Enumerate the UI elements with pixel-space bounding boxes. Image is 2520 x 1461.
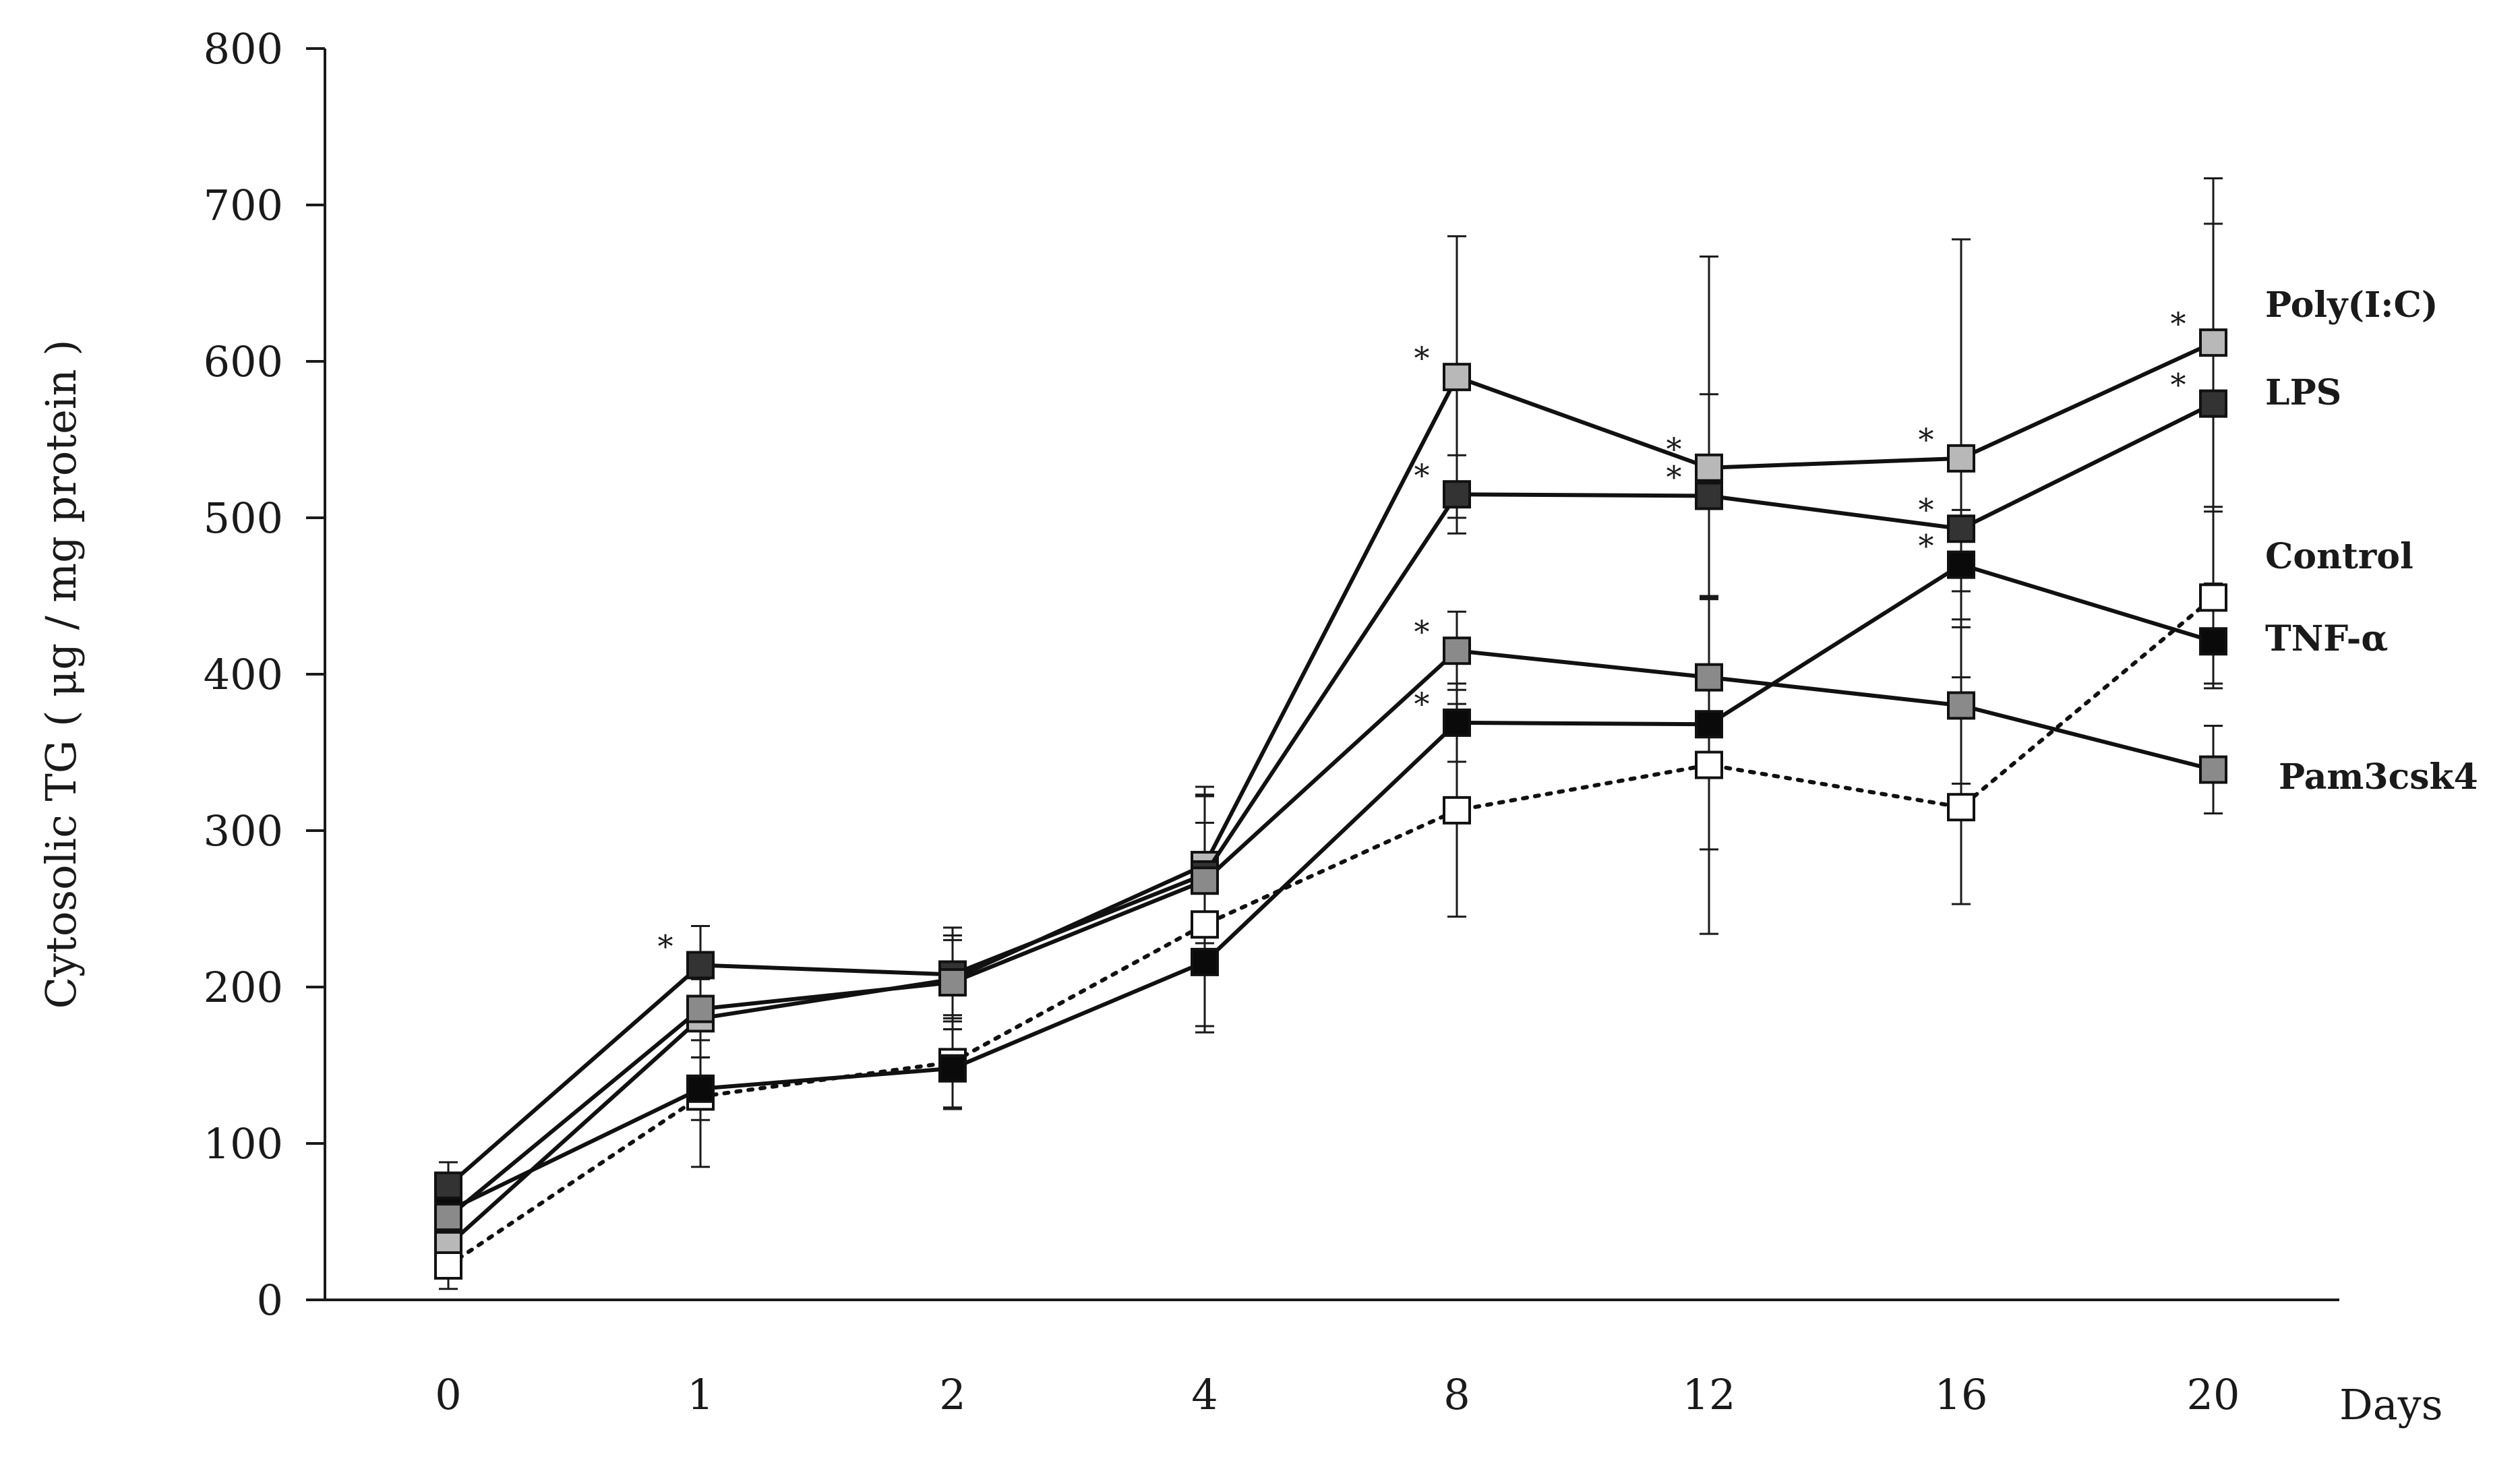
- data-point: [1191, 947, 1219, 976]
- series-line: [447, 401, 2215, 1187]
- series-label: Poly(I:C): [2265, 285, 2438, 326]
- x-tick-label: 12: [1683, 1370, 1736, 1419]
- x-tick-label: 4: [1191, 1370, 1218, 1419]
- x-tick-label: 16: [1935, 1370, 1988, 1419]
- data-point: [1443, 363, 1471, 392]
- series-line: [446, 595, 2215, 1268]
- data-point: [1443, 480, 1471, 509]
- y-tick-label: 500: [204, 494, 283, 543]
- x-tick-label: 8: [1443, 1370, 1470, 1419]
- significance-star: *: [1667, 431, 1682, 467]
- y-tick-label: 800: [204, 24, 283, 73]
- data-point: [2199, 583, 2227, 612]
- significance-star: *: [1919, 491, 1934, 528]
- significance-star: *: [2171, 367, 2186, 403]
- significance-star: *: [1919, 528, 1934, 564]
- y-axis-title: Cytosolic TG ( μg / mg protein ): [36, 340, 86, 1009]
- data-point: [434, 1203, 462, 1232]
- data-point: [938, 968, 967, 997]
- significance-star: *: [1919, 421, 1934, 458]
- data-point: [434, 1251, 462, 1280]
- data-point: [686, 994, 715, 1023]
- series-label: Control: [2265, 536, 2413, 577]
- data-point: [434, 1171, 462, 1200]
- y-tick-label: 0: [257, 1276, 283, 1325]
- significance-star: *: [1414, 457, 1430, 494]
- data-point: [1695, 481, 1723, 510]
- series-Pam3csk4: *: [434, 614, 2227, 1232]
- x-tick-label: 2: [939, 1370, 965, 1419]
- series-Control: [434, 583, 2227, 1280]
- data-point: [1443, 796, 1471, 825]
- x-tick-label: 1: [687, 1370, 713, 1419]
- data-point: [686, 1074, 715, 1103]
- series-label: TNF-α: [2265, 618, 2388, 659]
- data-point: [2199, 627, 2227, 656]
- significance-star: *: [658, 928, 673, 965]
- y-tick-label: 300: [204, 806, 283, 856]
- data-point: [686, 951, 715, 980]
- data-point: [1443, 708, 1471, 737]
- y-tick-label: 200: [204, 963, 283, 1012]
- series-layer: ** **** ******: [434, 177, 2227, 1290]
- y-tick-label: 400: [204, 650, 283, 699]
- data-point: [1947, 691, 1975, 720]
- significance-star: *: [2171, 305, 2186, 342]
- data-point: [1947, 514, 1975, 543]
- significance-star: *: [1414, 614, 1430, 650]
- data-point: [1695, 663, 1723, 692]
- data-point: [2199, 389, 2227, 418]
- series-labels: Poly(I:C) LPS Control TNF-α Pam3csk4: [2265, 285, 2478, 798]
- axes: [324, 49, 2339, 1301]
- data-point: [1443, 636, 1471, 665]
- data-point: [1947, 550, 1975, 579]
- y-tick-label: 600: [204, 337, 283, 386]
- x-tick-label: 0: [435, 1370, 461, 1419]
- data-point: [1695, 710, 1723, 739]
- data-point: [1191, 866, 1219, 895]
- series-Poly(I:C): ** **: [434, 305, 2227, 1259]
- x-ticks: 0 1 2 4 8 12 16 20: [435, 1370, 2240, 1419]
- series-label: Pam3csk4: [2279, 756, 2478, 798]
- data-point: [938, 1054, 967, 1083]
- series-line: [447, 562, 2214, 1213]
- y-ticks: 0 100 200 300 400 500 600 700 800: [204, 24, 325, 1325]
- y-tick-label: 100: [204, 1119, 283, 1168]
- data-point: [1695, 453, 1723, 482]
- series-line: [447, 649, 2214, 1219]
- significance-star: *: [1414, 686, 1430, 722]
- data-point: [1947, 793, 1975, 822]
- significance-star: *: [1667, 459, 1682, 496]
- series-label: LPS: [2265, 372, 2341, 413]
- series-line: [446, 340, 2215, 1247]
- x-tick-label: 20: [2187, 1370, 2240, 1419]
- series-LPS: ** ***: [434, 367, 2227, 1200]
- data-point: [1695, 750, 1723, 779]
- data-point: [1191, 910, 1219, 939]
- data-point: [2199, 755, 2227, 784]
- y-tick-label: 700: [204, 181, 283, 230]
- data-point: [1947, 444, 1975, 473]
- data-point: [2199, 328, 2227, 357]
- significance-star: *: [1414, 340, 1430, 376]
- x-axis-title: Days: [2339, 1380, 2443, 1429]
